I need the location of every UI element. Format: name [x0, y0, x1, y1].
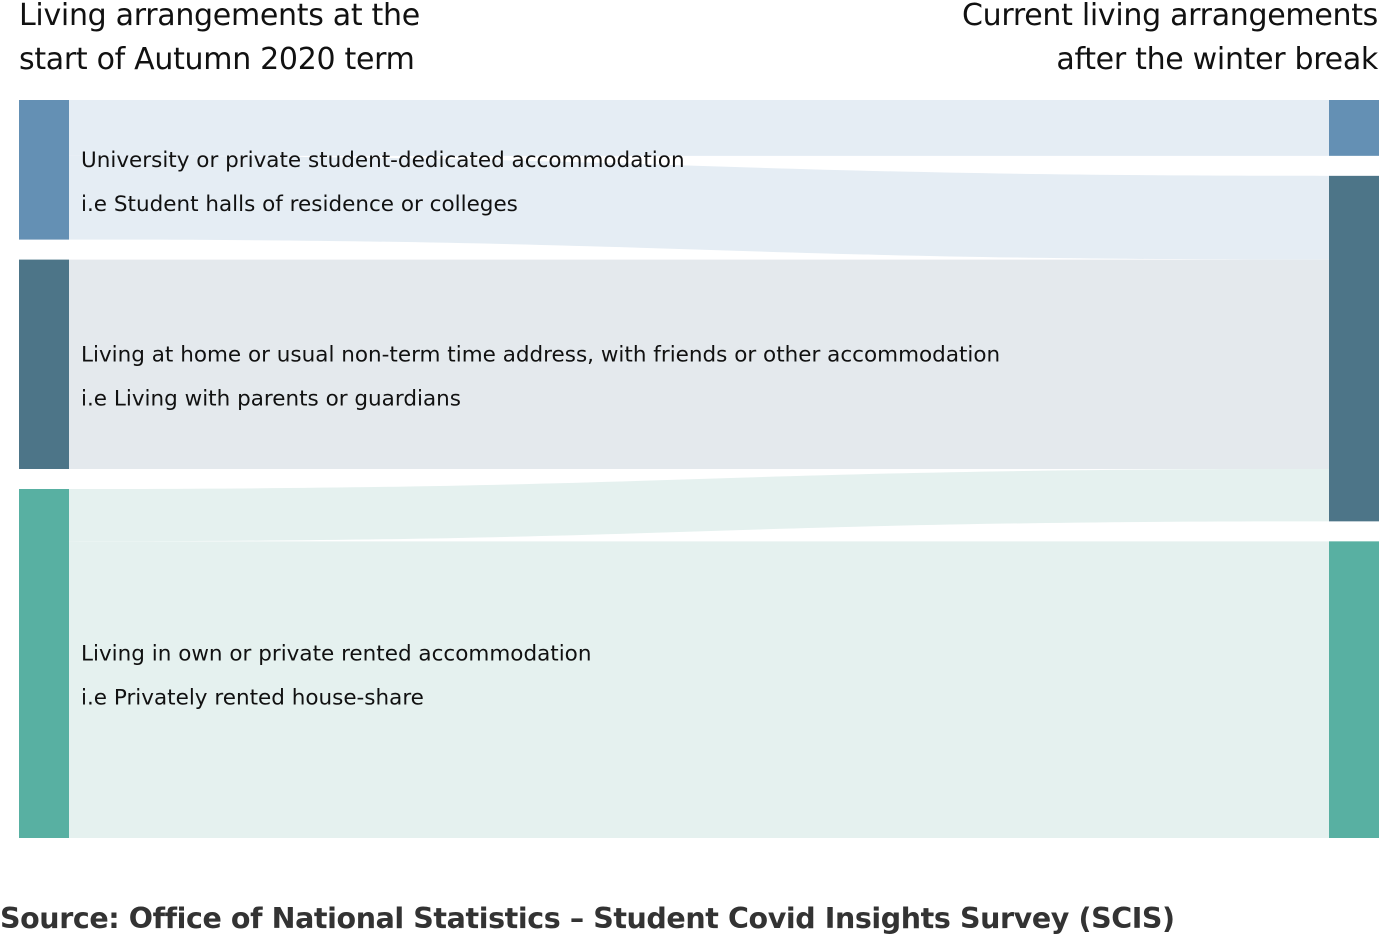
link-university-to-home: [69, 155, 1329, 260]
right-column-title-line2: after the winter break: [1056, 42, 1378, 77]
link-rented-to-rented: [69, 541, 1329, 838]
sankey-links: [69, 100, 1329, 838]
right-node-rented: [1329, 541, 1379, 838]
sankey-labels: University or private student-dedicated …: [81, 148, 1000, 711]
right-node-university: [1329, 100, 1379, 156]
sankey-diagram: University or private student-dedicated …: [19, 100, 1379, 838]
node-sublabel-university: i.e Student halls of residence or colleg…: [81, 192, 518, 217]
node-sublabel-home: i.e Living with parents or guardians: [81, 386, 461, 411]
node-label-home: Living at home or usual non-term time ad…: [81, 342, 1000, 367]
right-column-title: Current living arrangements after the wi…: [962, 0, 1378, 82]
right-column-title-line1: Current living arrangements: [962, 0, 1378, 33]
link-home-to-home: [69, 259, 1329, 469]
node-label-university: University or private student-dedicated …: [81, 148, 685, 173]
right-node-home: [1329, 175, 1379, 522]
left-node-university: [19, 100, 69, 240]
left-node-home: [19, 259, 69, 469]
left-column-title-line1: Living arrangements at the: [19, 0, 420, 33]
sankey-nodes: [19, 100, 1379, 838]
node-label-rented: Living in own or private rented accommod…: [81, 642, 591, 667]
link-university-to-university: [69, 100, 1329, 156]
node-sublabel-rented: i.e Privately rented house-share: [81, 686, 424, 711]
source-note: Source: Office of National Statistics – …: [0, 902, 1175, 935]
left-column-title: Living arrangements at the start of Autu…: [19, 0, 420, 82]
left-node-rented: [19, 489, 69, 838]
left-column-title-line2: start of Autumn 2020 term: [19, 42, 415, 77]
link-rented-to-home: [69, 469, 1329, 542]
